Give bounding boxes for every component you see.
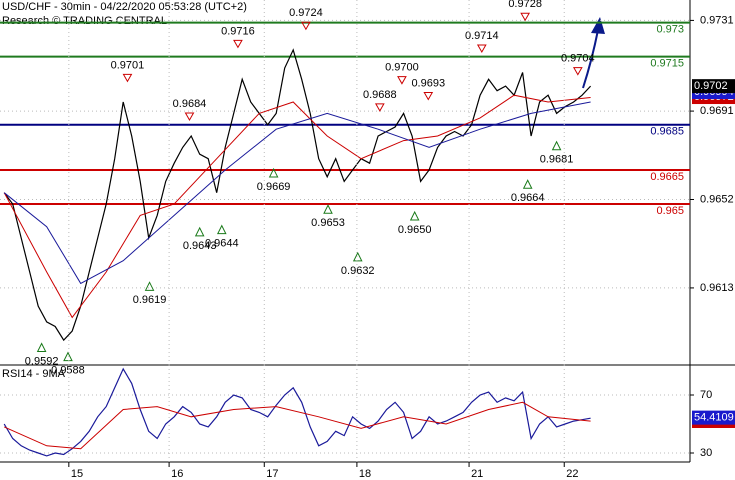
last-value-label: 54.4109 (694, 412, 734, 424)
x-tick-label: 22 (566, 468, 578, 480)
x-tick-label: 18 (359, 468, 371, 480)
high-marker (184, 112, 195, 121)
high-label: 0.9700 (385, 62, 419, 74)
y-tick-label: 0.9691 (700, 105, 734, 117)
high-label: 0.9714 (465, 30, 499, 42)
low-marker (323, 204, 333, 214)
x-tick-label: 15 (71, 468, 83, 480)
low-label: 0.9619 (133, 294, 167, 306)
high-marker (301, 21, 311, 31)
x-tick-label: 21 (471, 468, 483, 480)
high-marker (476, 44, 487, 53)
y-tick-label: 0.9731 (700, 14, 734, 26)
high-label: 0.9704 (561, 53, 595, 65)
rsi-title: RSI14 - 9MA (2, 368, 66, 380)
high-label: 0.9716 (221, 25, 255, 37)
low-marker (194, 226, 205, 237)
series-line (3, 48, 592, 342)
low-label: 0.9681 (540, 154, 574, 166)
level-label: 0.9715 (650, 58, 684, 70)
low-label: 0.9650 (398, 224, 432, 236)
level-label: 0.9685 (650, 126, 684, 138)
series-line (3, 94, 591, 319)
y-tick-label: 0.9652 (700, 193, 734, 205)
low-marker (268, 167, 279, 178)
high-label: 0.9688 (363, 89, 397, 101)
high-marker (397, 76, 407, 85)
low-marker (409, 210, 420, 221)
low-label: 0.9644 (205, 238, 239, 250)
forecast-arrowhead (591, 17, 605, 34)
low-label: 0.9592 (25, 355, 59, 367)
low-label: 0.9653 (311, 217, 345, 229)
high-marker (572, 67, 583, 76)
low-label: 0.9643 (183, 240, 217, 252)
low-label: 0.9588 (51, 365, 85, 377)
high-label: 0.9724 (289, 7, 323, 19)
series-line (3, 101, 591, 285)
series-line (3, 367, 591, 457)
low-marker (63, 351, 73, 362)
low-label: 0.9664 (511, 192, 545, 204)
high-marker (520, 12, 531, 22)
x-tick-label: 17 (266, 468, 278, 480)
forecast-arrow (582, 29, 599, 89)
high-label: 0.9693 (411, 77, 445, 89)
y-tick-label: 30 (700, 447, 712, 459)
low-marker (352, 251, 363, 262)
low-marker (551, 140, 562, 151)
low-marker (522, 179, 533, 189)
high-label: 0.9684 (173, 98, 207, 110)
low-marker (216, 224, 227, 235)
high-label: 0.9728 (508, 0, 542, 10)
y-tick-label: 0.9613 (700, 282, 734, 294)
last-value-label: 0.9702 (694, 80, 728, 92)
low-marker (144, 281, 155, 291)
low-marker (36, 342, 47, 353)
y-tick-label: 70 (700, 389, 712, 401)
chart-title: USD/CHF - 30min - 04/22/2020 05:53:28 (U… (2, 1, 247, 13)
high-label: 0.9701 (111, 59, 145, 71)
high-marker (233, 39, 243, 49)
level-label: 0.965 (656, 205, 684, 217)
high-marker (374, 103, 385, 112)
high-marker (423, 92, 434, 101)
last-value-box (692, 410, 735, 425)
high-marker (122, 73, 133, 83)
last-value-box (692, 79, 735, 94)
level-label: 0.9665 (650, 171, 684, 183)
low-label: 0.9632 (341, 265, 375, 277)
chart-subtitle: Research © TRADING CENTRAL (2, 15, 167, 27)
level-label: 0.973 (656, 24, 684, 36)
series-line (3, 401, 591, 450)
low-label: 0.9669 (257, 181, 291, 193)
x-tick-label: 16 (171, 468, 183, 480)
